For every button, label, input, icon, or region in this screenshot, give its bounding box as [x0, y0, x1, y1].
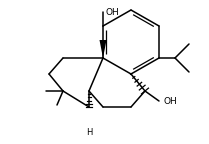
Polygon shape — [99, 40, 107, 58]
Text: OH: OH — [106, 8, 120, 17]
Text: H: H — [86, 128, 92, 137]
Text: OH: OH — [163, 96, 177, 106]
